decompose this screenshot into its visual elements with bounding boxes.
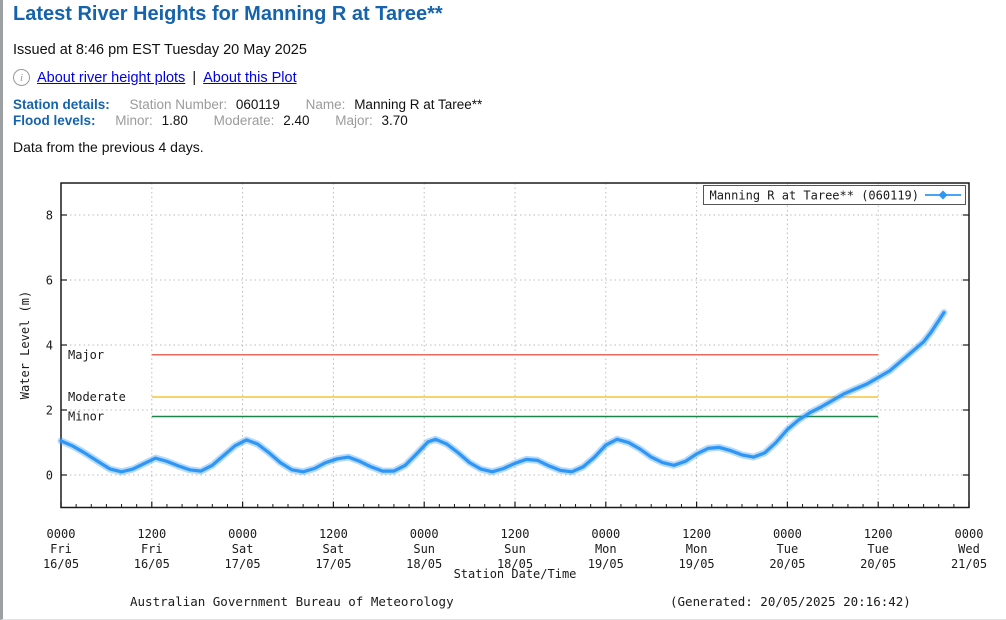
svg-text:Tue: Tue <box>867 542 889 556</box>
station-number-label: Station Number: <box>129 97 228 112</box>
station-name-label: Name: <box>305 97 346 112</box>
river-heights-plot: MajorModerateMinor0000Fri16/051200Fri16/… <box>18 182 987 581</box>
svg-text:0000: 0000 <box>47 527 76 541</box>
svg-text:1200: 1200 <box>682 527 711 541</box>
svg-text:Mon: Mon <box>595 542 617 556</box>
svg-text:0000: 0000 <box>410 527 439 541</box>
svg-text:16/05: 16/05 <box>43 557 79 571</box>
svg-text:19/05: 19/05 <box>679 557 715 571</box>
svg-text:20/05: 20/05 <box>769 557 805 571</box>
issued-timestamp: Issued at 8:46 pm EST Tuesday 20 May 202… <box>13 42 307 58</box>
station-number-value: 060119 <box>235 97 280 112</box>
station-details-label: Station details: <box>13 97 110 112</box>
info-icon: i <box>13 69 30 86</box>
svg-text:2: 2 <box>46 404 53 418</box>
about-links-row: i About river height plots | About this … <box>13 69 297 86</box>
flood-levels-label: Flood levels: <box>13 113 96 128</box>
svg-text:Major: Major <box>68 348 104 362</box>
svg-text:0000: 0000 <box>955 527 984 541</box>
station-details-row: Station details: Station Number: 060119 … <box>13 97 504 113</box>
svg-text:19/05: 19/05 <box>588 557 624 571</box>
svg-text:Water Level (m): Water Level (m) <box>18 291 32 399</box>
flood-levels-row: Flood levels: Minor: 1.80 Moderate: 2.40… <box>13 113 504 129</box>
svg-text:Fri: Fri <box>50 542 72 556</box>
svg-text:Tue: Tue <box>777 542 799 556</box>
svg-text:17/05: 17/05 <box>315 557 351 571</box>
svg-text:Sun: Sun <box>413 542 435 556</box>
svg-text:8: 8 <box>46 209 53 223</box>
station-details-block: Station details: Station Number: 060119 … <box>13 97 504 129</box>
svg-text:Wed: Wed <box>958 542 980 556</box>
svg-text:1200: 1200 <box>501 527 530 541</box>
major-value: 3.70 <box>381 113 408 128</box>
svg-text:20/05: 20/05 <box>860 557 896 571</box>
about-this-plot-link[interactable]: About this Plot <box>203 69 297 86</box>
svg-text:18/05: 18/05 <box>406 557 442 571</box>
minor-value: 1.80 <box>161 113 188 128</box>
data-range-note: Data from the previous 4 days. <box>13 139 204 155</box>
svg-text:Moderate: Moderate <box>68 390 126 404</box>
svg-text:6: 6 <box>46 274 53 288</box>
svg-text:Fri: Fri <box>141 542 163 556</box>
svg-text:Sat: Sat <box>232 542 254 556</box>
svg-text:Minor: Minor <box>68 410 104 424</box>
svg-text:18/05: 18/05 <box>497 557 533 571</box>
station-name-value: Manning R at Taree** <box>354 97 483 112</box>
link-separator: | <box>192 69 197 86</box>
svg-text:1200: 1200 <box>864 527 893 541</box>
svg-text:Station Date/Time: Station Date/Time <box>454 567 577 581</box>
svg-text:1200: 1200 <box>319 527 348 541</box>
svg-text:Manning R at Taree** (060119): Manning R at Taree** (060119) <box>709 189 919 203</box>
svg-text:Sat: Sat <box>323 542 345 556</box>
svg-text:17/05: 17/05 <box>225 557 261 571</box>
svg-text:Sun: Sun <box>504 542 526 556</box>
svg-text:0000: 0000 <box>591 527 620 541</box>
footer-agency: Australian Government Bureau of Meteorol… <box>130 594 454 609</box>
moderate-value: 2.40 <box>283 113 310 128</box>
about-river-height-plots-link[interactable]: About river height plots <box>37 69 186 86</box>
svg-text:Mon: Mon <box>686 542 708 556</box>
page-title: Latest River Heights for Manning R at Ta… <box>13 3 443 25</box>
minor-label: Minor: <box>115 113 153 128</box>
svg-text:21/05: 21/05 <box>951 557 987 571</box>
svg-text:16/05: 16/05 <box>134 557 170 571</box>
svg-text:1200: 1200 <box>137 527 166 541</box>
footer-generated-timestamp: (Generated: 20/05/2025 20:16:42) <box>670 594 911 609</box>
svg-text:0: 0 <box>46 469 53 483</box>
moderate-label: Moderate: <box>213 113 275 128</box>
svg-text:4: 4 <box>46 339 53 353</box>
major-label: Major: <box>335 113 373 128</box>
svg-text:0000: 0000 <box>773 527 802 541</box>
svg-text:0000: 0000 <box>228 527 257 541</box>
